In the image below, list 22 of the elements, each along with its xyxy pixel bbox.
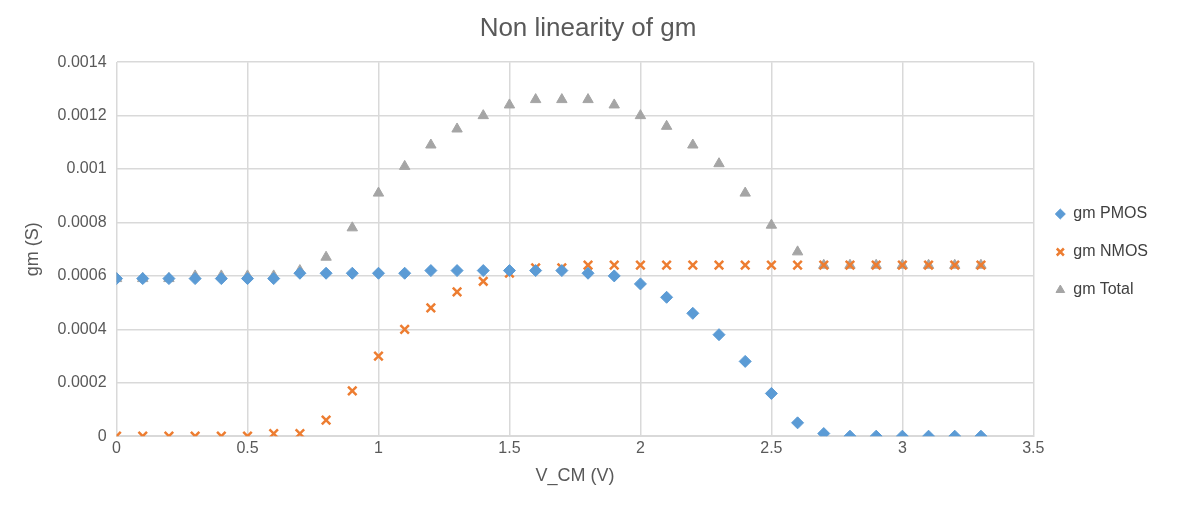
y-tick-label: 0.0006 <box>57 266 107 284</box>
x-tick-label: 1.5 <box>498 439 521 457</box>
x-tick-label: 2 <box>635 439 645 457</box>
y-tick-label: 0.0014 <box>57 52 107 70</box>
y-tick-label: 0.0002 <box>57 373 107 391</box>
x-tick-label: 0.5 <box>236 439 259 457</box>
x-axis-title: V_CM (V) <box>535 465 615 487</box>
y-tick-label: 0.0008 <box>57 212 107 230</box>
x-tick-label: 3 <box>897 439 907 457</box>
y-axis-title: gm (S) <box>21 222 42 277</box>
legend-label: gm NMOS <box>1073 242 1148 260</box>
chart-title: Non linearity of gm <box>479 11 697 42</box>
legend-label: gm Total <box>1073 280 1134 298</box>
x-tick-label: 3.5 <box>1022 439 1045 457</box>
y-tick-label: 0.0004 <box>57 319 107 337</box>
y-tick-label: 0.0012 <box>57 106 107 124</box>
x-tick-label: 1 <box>374 439 384 457</box>
x-tick-label: 0 <box>112 439 122 457</box>
y-tick-label: 0.001 <box>66 159 107 177</box>
y-tick-label: 0 <box>97 426 107 444</box>
legend-label: gm PMOS <box>1073 204 1148 222</box>
x-tick-label: 2.5 <box>760 439 783 457</box>
